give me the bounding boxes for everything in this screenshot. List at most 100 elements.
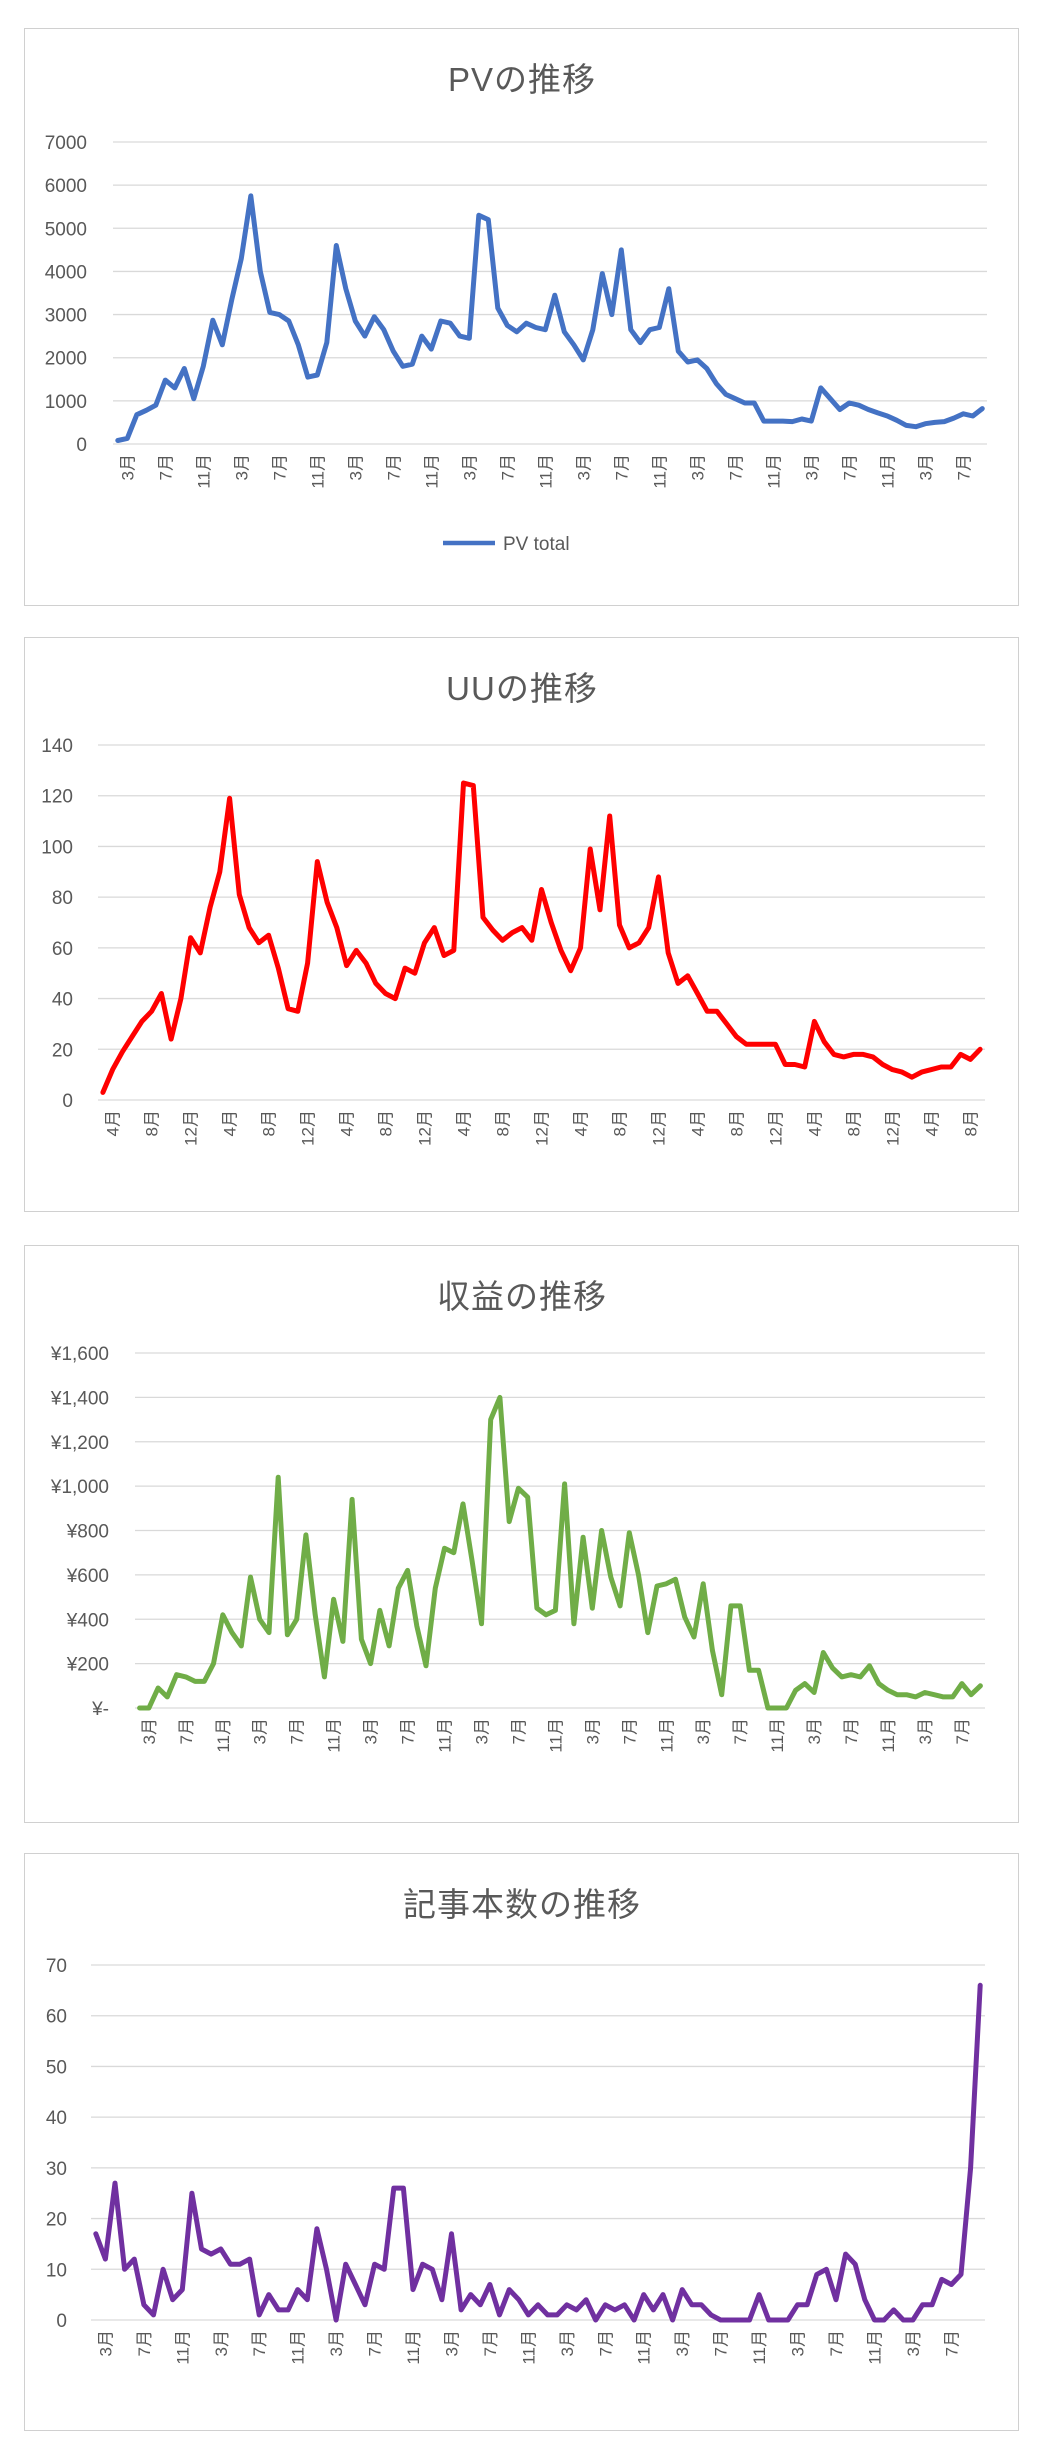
x-tick-label: 11月 bbox=[879, 1718, 898, 1753]
series-line bbox=[100, 780, 983, 1095]
x-tick-label: 11月 bbox=[650, 454, 669, 489]
x-tick-label: 7月 bbox=[942, 2330, 961, 2356]
y-tick-label: 60 bbox=[46, 2007, 67, 2028]
x-tick-label: 7月 bbox=[399, 1718, 418, 1744]
y-tick-label: ¥600 bbox=[66, 1566, 109, 1587]
x-tick-label: 12月 bbox=[883, 1110, 902, 1146]
x-tick-label: 11月 bbox=[325, 1718, 344, 1753]
x-tick-label: 3月 bbox=[140, 1718, 159, 1744]
y-tick-label: ¥1,200 bbox=[50, 1433, 109, 1454]
y-tick-label: 0 bbox=[76, 435, 87, 456]
x-tick-label: 3月 bbox=[916, 454, 935, 480]
x-tick-label: 11月 bbox=[404, 2330, 423, 2365]
x-tick-label: 3月 bbox=[232, 454, 251, 480]
series-line bbox=[93, 1982, 983, 2323]
y-tick-label: 3000 bbox=[45, 306, 87, 327]
uu-chart-panel: UUの推移 0 20 40 60 80 100 120 140 4月 8月 12月 4月 8月 12月 4月… bbox=[24, 637, 1019, 1212]
y-tick-label: 6000 bbox=[45, 176, 87, 197]
x-tick-label: 7月 bbox=[612, 454, 631, 480]
x-tick-label: 3月 bbox=[694, 1718, 713, 1744]
x-tick-label: 3月 bbox=[802, 454, 821, 480]
y-tick-label: 7000 bbox=[45, 133, 87, 154]
x-tick-label: 12月 bbox=[649, 1110, 668, 1146]
chart-title: PVの推移 bbox=[448, 61, 596, 98]
x-tick-label: 3月 bbox=[904, 2330, 923, 2356]
y-tick-label: 80 bbox=[52, 888, 73, 909]
x-tick-label: 3月 bbox=[558, 2330, 577, 2356]
x-tick-label: 3月 bbox=[346, 454, 365, 480]
x-tick-label: 7月 bbox=[135, 2330, 154, 2356]
x-tick-label: 7月 bbox=[712, 2330, 731, 2356]
revenue-chart-panel: 収益の推移 ¥- ¥200 ¥400 ¥600 ¥800 ¥1,000 ¥1,200 ¥1,4… bbox=[24, 1245, 1019, 1823]
x-tick-label: 11月 bbox=[519, 2330, 538, 2365]
x-tick-label: 4月 bbox=[104, 1110, 123, 1136]
y-tick-label: 60 bbox=[52, 939, 73, 960]
x-tick-label: 11月 bbox=[289, 2330, 308, 2365]
y-tick-label: 20 bbox=[46, 2210, 67, 2231]
x-tick-label: 11月 bbox=[657, 1718, 676, 1753]
y-tick-label: 20 bbox=[52, 1040, 73, 1061]
y-tick-label: 10 bbox=[46, 2260, 67, 2281]
x-tick-label: 11月 bbox=[214, 1718, 233, 1753]
x-tick-label: 3月 bbox=[212, 2330, 231, 2356]
y-tick-label: 40 bbox=[52, 990, 73, 1011]
x-tick-label: 11月 bbox=[878, 454, 897, 489]
x-tick-label: 7月 bbox=[596, 2330, 615, 2356]
x-tick-label: 11月 bbox=[436, 1718, 455, 1753]
x-tick-label: 8月 bbox=[143, 1110, 162, 1136]
x-tick-label: 3月 bbox=[362, 1718, 381, 1744]
y-tick-label: 50 bbox=[46, 2057, 67, 2078]
y-tick-label: 140 bbox=[41, 736, 73, 757]
x-tick-label: 12月 bbox=[416, 1110, 435, 1146]
x-tick-label: 7月 bbox=[731, 1718, 750, 1744]
x-tick-label: 11月 bbox=[422, 454, 441, 489]
x-tick-label: 8月 bbox=[260, 1110, 279, 1136]
x-tick-label: 11月 bbox=[764, 454, 783, 489]
x-tick-label: 11月 bbox=[750, 2330, 769, 2365]
pv-chart-panel: PVの推移 0 1000 2000 3000 4000 5000 6000 7000 3月 7月 1… bbox=[24, 28, 1019, 606]
x-tick-label: 4月 bbox=[805, 1110, 824, 1136]
pv-chart: PVの推移 0 1000 2000 3000 4000 5000 6000 7000 3月 7月 1… bbox=[45, 61, 987, 555]
x-tick-label: 3月 bbox=[673, 2330, 692, 2356]
x-tick-label: 11月 bbox=[635, 2330, 654, 2365]
y-tick-label: 30 bbox=[46, 2159, 67, 2180]
chart-title: UUの推移 bbox=[446, 670, 598, 707]
legend-label: PV total bbox=[503, 534, 570, 555]
x-tick-label: 7月 bbox=[726, 454, 745, 480]
x-tick-label: 3月 bbox=[251, 1718, 270, 1744]
chart-title: 収益の推移 bbox=[437, 1278, 607, 1315]
y-tick-label: 1000 bbox=[45, 392, 87, 413]
x-tick-label: 7月 bbox=[366, 2330, 385, 2356]
x-tick-label: 4月 bbox=[922, 1110, 941, 1136]
x-tick-label: 4月 bbox=[688, 1110, 707, 1136]
x-tick-label: 3月 bbox=[96, 2330, 115, 2356]
x-tick-label: 8月 bbox=[610, 1110, 629, 1136]
x-tick-label: 7月 bbox=[250, 2330, 269, 2356]
y-tick-label: ¥400 bbox=[66, 1610, 109, 1631]
x-tick-label: 7月 bbox=[288, 1718, 307, 1744]
x-tick-label: 7月 bbox=[954, 454, 973, 480]
x-tick-label: 4月 bbox=[221, 1110, 240, 1136]
x-tick-label: 8月 bbox=[961, 1110, 980, 1136]
y-tick-label: 0 bbox=[62, 1091, 73, 1112]
x-tick-label: 12月 bbox=[182, 1110, 201, 1146]
y-tick-label: 70 bbox=[46, 1956, 67, 1977]
x-tick-label: 7月 bbox=[840, 454, 859, 480]
x-tick-label: 4月 bbox=[338, 1110, 357, 1136]
x-tick-label: 7月 bbox=[509, 1718, 528, 1744]
x-tick-label: 7月 bbox=[270, 454, 289, 480]
x-tick-label: 7月 bbox=[156, 454, 175, 480]
x-tick-label: 11月 bbox=[546, 1718, 565, 1753]
y-tick-label: 100 bbox=[41, 837, 73, 858]
x-tick-label: 12月 bbox=[766, 1110, 785, 1146]
y-tick-label: ¥1,400 bbox=[50, 1388, 109, 1409]
y-tick-label: ¥- bbox=[91, 1699, 109, 1720]
x-tick-label: 12月 bbox=[299, 1110, 318, 1146]
x-tick-label: 3月 bbox=[460, 454, 479, 480]
y-tick-label: 0 bbox=[56, 2311, 67, 2332]
x-tick-label: 7月 bbox=[827, 2330, 846, 2356]
x-tick-label: 7月 bbox=[177, 1718, 196, 1744]
y-tick-label: 2000 bbox=[45, 349, 87, 370]
x-tick-label: 8月 bbox=[377, 1110, 396, 1136]
revenue-chart: 収益の推移 ¥- ¥200 ¥400 ¥600 ¥800 ¥1,000 ¥1,200 ¥1,4… bbox=[50, 1278, 985, 1753]
